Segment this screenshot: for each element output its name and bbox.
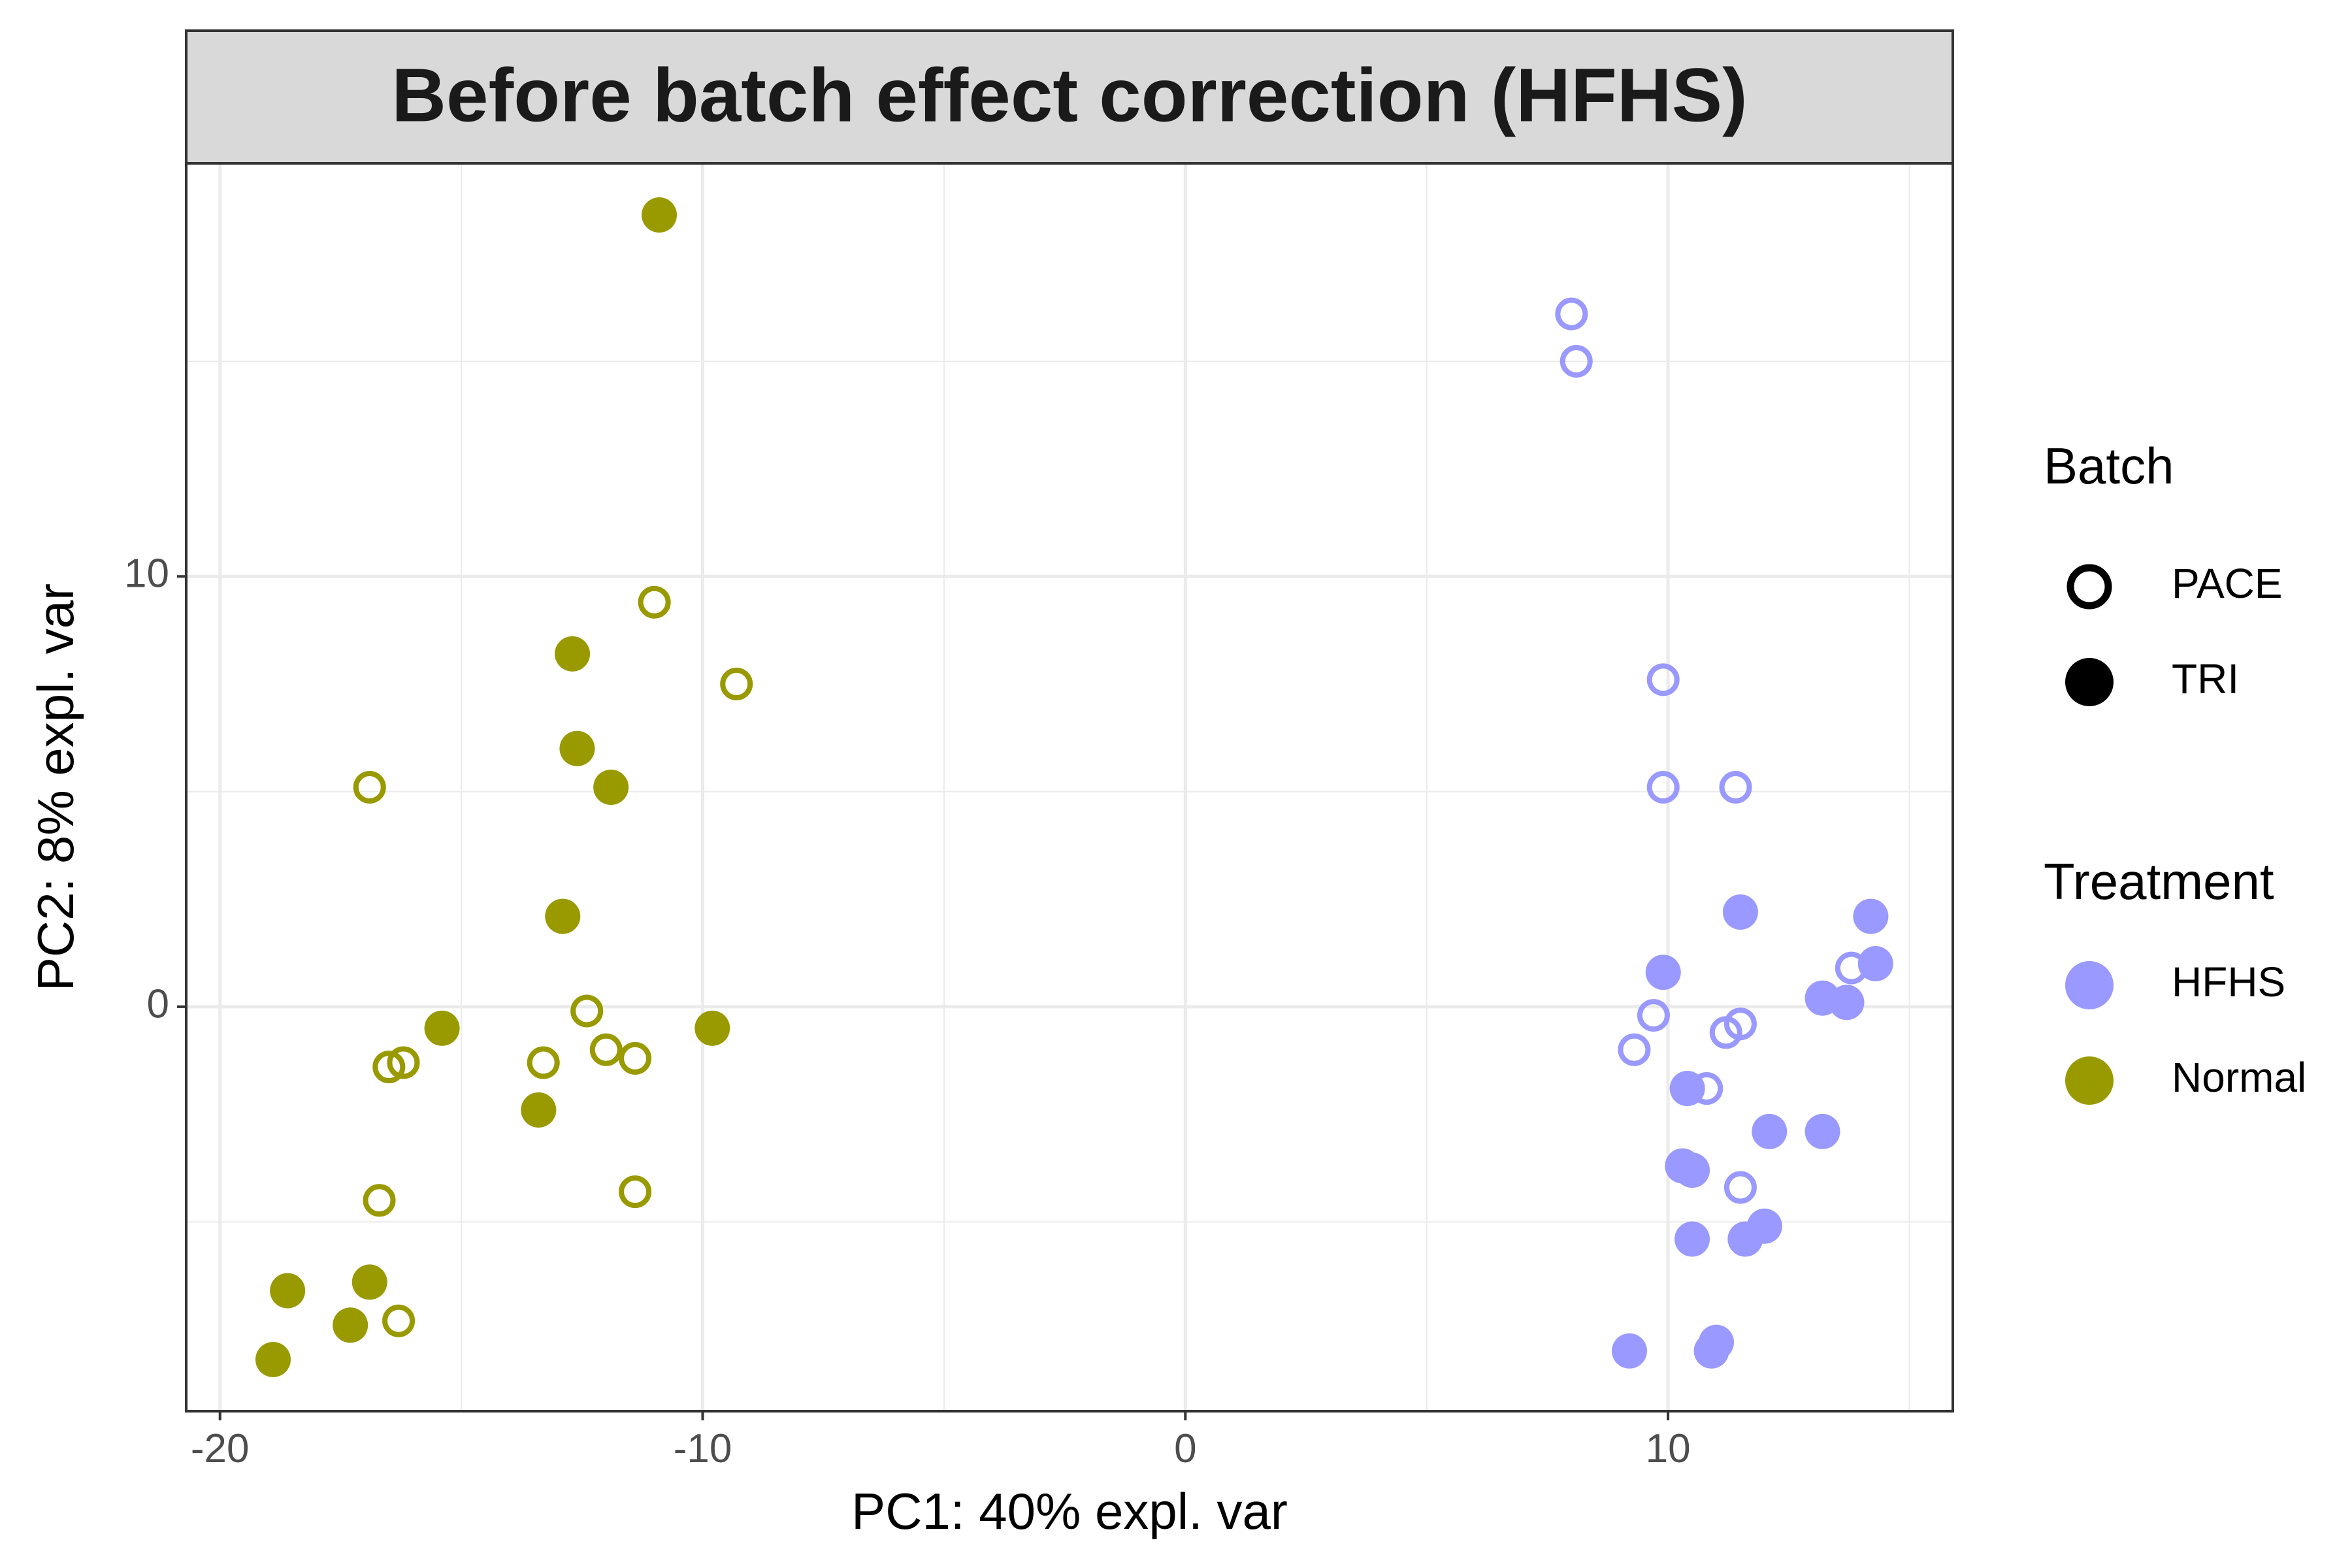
data-point-hfhs-tri-29 (1722, 894, 1758, 930)
data-points (255, 197, 1893, 1377)
data-point-normal-tri-4 (559, 730, 595, 766)
legend-item-tri: TRI (2065, 655, 2239, 706)
data-point-hfhs-tri-35 (1829, 985, 1865, 1021)
title-strip (185, 29, 1954, 165)
data-point-normal-pace-11 (589, 1033, 623, 1066)
legend-treatment-title: Treatment (2044, 853, 2274, 910)
data-point-hfhs-pace-27 (1646, 771, 1680, 804)
legend-item-hfhs: HFHS (2065, 958, 2285, 1009)
y-axis-title: PC2: 8% expl. var (27, 583, 84, 991)
x-tick-label-0: -20 (191, 1426, 250, 1471)
data-point-hfhs-tri-49 (1727, 1221, 1763, 1257)
data-point-normal-pace-15 (372, 1051, 406, 1084)
data-point-hfhs-tri-43 (1805, 1113, 1840, 1149)
data-point-normal-tri-3 (555, 636, 591, 672)
data-point-normal-tri-10 (694, 1010, 730, 1046)
data-point-normal-tri-23 (255, 1341, 291, 1377)
legend-label-hfhs: HFHS (2172, 958, 2285, 1005)
legend-open-circle-icon (2066, 564, 2112, 610)
data-point-normal-tri-16 (521, 1092, 557, 1128)
data-point-hfhs-tri-30 (1853, 898, 1889, 934)
data-point-hfhs-pace-28 (1719, 771, 1752, 804)
data-point-hfhs-pace-24 (1555, 297, 1588, 331)
data-point-hfhs-tri-48 (1674, 1221, 1710, 1257)
plot-panel-border (185, 162, 1954, 1413)
data-point-hfhs-pace-38 (1709, 1016, 1742, 1049)
data-point-normal-tri-9 (424, 1010, 460, 1046)
data-point-normal-pace-8 (570, 994, 604, 1028)
data-point-normal-pace-13 (527, 1046, 560, 1079)
y-tick-label-0: 0 (147, 981, 169, 1026)
legend-label-pace: PACE (2172, 560, 2283, 607)
data-point-hfhs-pace-25 (1560, 344, 1593, 378)
data-point-normal-pace-2 (720, 667, 753, 700)
grid-major-lines (186, 163, 1953, 1411)
data-point-hfhs-tri-52 (1693, 1333, 1729, 1369)
x-tick-label-3: 10 (1646, 1426, 1691, 1471)
legend-normal-dot-icon (2065, 1056, 2114, 1105)
data-point-hfhs-tri-41 (1669, 1071, 1705, 1107)
x-tick-label-2: 0 (1174, 1426, 1196, 1471)
legend-hfhs-dot-icon (2065, 961, 2114, 1009)
data-point-normal-pace-22 (382, 1304, 416, 1337)
legend-label-tri: TRI (2172, 655, 2239, 702)
data-point-normal-pace-1 (638, 585, 671, 619)
legend: Batch PACE TRI Treatment HFHS Normal (2044, 437, 2306, 1105)
data-point-normal-pace-6 (353, 771, 386, 804)
data-point-hfhs-pace-26 (1646, 663, 1680, 696)
legend-label-normal: Normal (2172, 1054, 2306, 1101)
data-point-hfhs-tri-45 (1674, 1152, 1710, 1188)
data-point-hfhs-tri-32 (1857, 946, 1893, 982)
x-tick-label-1: -10 (674, 1426, 732, 1471)
legend-batch-title: Batch (2044, 437, 2174, 495)
legend-filled-circle-icon (2065, 658, 2114, 706)
data-point-normal-tri-21 (333, 1307, 368, 1343)
data-point-hfhs-pace-39 (1618, 1033, 1651, 1066)
data-point-normal-tri-5 (593, 770, 629, 805)
data-point-normal-pace-12 (619, 1041, 652, 1075)
data-point-hfhs-tri-42 (1752, 1113, 1788, 1149)
data-point-normal-tri-20 (270, 1273, 306, 1309)
data-point-normal-pace-18 (363, 1184, 396, 1217)
data-point-hfhs-pace-36 (1637, 999, 1670, 1032)
x-axis-title: PC1: 40% expl. var (851, 1482, 1288, 1540)
data-point-normal-tri-19 (351, 1264, 387, 1300)
data-point-hfhs-pace-46 (1723, 1171, 1757, 1204)
grid-minor-lines (186, 163, 1953, 1411)
y-axis: 0 10 (124, 551, 186, 1026)
data-point-normal-tri-7 (545, 898, 581, 934)
x-axis: -20 -10 0 10 (191, 1411, 1691, 1471)
legend-item-pace: PACE (2066, 560, 2283, 610)
y-tick-label-1: 10 (124, 551, 169, 596)
chart-title: Before batch effect correction (HFHS) (391, 53, 1747, 138)
data-point-hfhs-tri-51 (1612, 1333, 1648, 1369)
data-point-normal-pace-14 (387, 1046, 420, 1079)
data-point-normal-pace-17 (619, 1175, 652, 1209)
legend-item-normal: Normal (2065, 1054, 2306, 1105)
data-point-normal-tri-0 (642, 197, 678, 233)
plot-panel (185, 162, 1954, 1413)
data-point-hfhs-tri-33 (1645, 955, 1681, 990)
